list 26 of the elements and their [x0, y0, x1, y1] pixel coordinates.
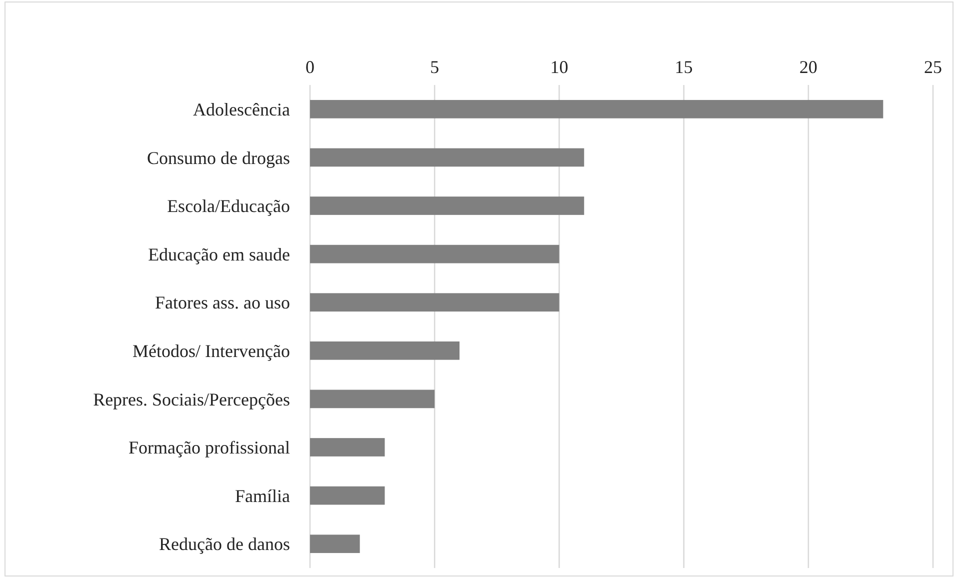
y-tick-label: Adolescência: [193, 99, 290, 120]
y-tick-label: Métodos/ Intervenção: [132, 340, 290, 361]
x-tick-label: 5: [430, 57, 440, 77]
bar: [310, 100, 884, 118]
bar: [310, 390, 435, 408]
bar: [310, 293, 560, 312]
x-tick-label: 0: [306, 57, 314, 77]
bar: [310, 148, 584, 167]
y-tick-label: Escola/Educação: [167, 196, 290, 216]
y-tick-label: Educação em saude: [148, 244, 290, 264]
bar: [310, 244, 560, 264]
y-tick-label: Repres. Sociais/Percepções: [93, 389, 290, 410]
y-tick-label: Redução de danos: [159, 534, 290, 554]
y-tick-label: Família: [235, 486, 290, 506]
y-tick-label: Formação profissional: [128, 438, 290, 458]
bar: [310, 486, 385, 505]
y-tick-label: Consumo de drogas: [147, 148, 290, 168]
bar: [310, 196, 584, 215]
y-tick-label: Fatores ass. ao uso: [155, 292, 290, 313]
bar: [310, 534, 360, 554]
x-tick-label: 10: [550, 57, 568, 77]
bar: [310, 341, 460, 360]
x-tick-label: 25: [924, 57, 942, 77]
x-tick-label: 20: [799, 57, 818, 77]
bar: [310, 438, 385, 456]
x-tick-label: 15: [674, 57, 693, 77]
